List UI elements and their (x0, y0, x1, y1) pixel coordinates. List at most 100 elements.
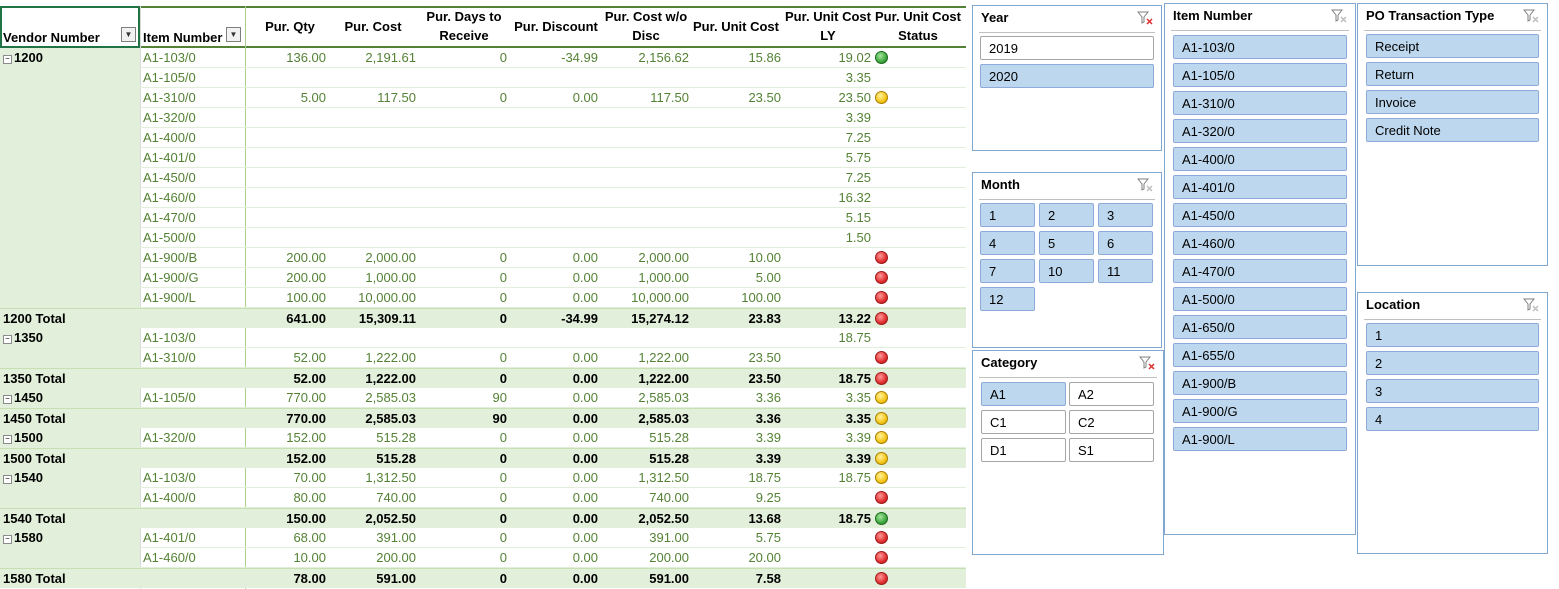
po-type-slicer-item[interactable]: Return (1366, 62, 1539, 86)
item-number-slicer-item[interactable]: A1-460/0 (1173, 231, 1347, 255)
vendor-number-cell[interactable]: −1540 (3, 468, 43, 488)
vendor-total-label[interactable]: 1540 Total (3, 509, 66, 529)
clear-filter-icon[interactable] (1136, 178, 1153, 192)
category-slicer-item[interactable]: D1 (981, 438, 1066, 462)
item-number-slicer-item[interactable]: A1-105/0 (1173, 63, 1347, 87)
item-number-slicer-item[interactable]: A1-310/0 (1173, 91, 1347, 115)
item-number-slicer-item[interactable]: A1-450/0 (1173, 203, 1347, 227)
year-slicer-item[interactable]: 2019 (980, 36, 1154, 60)
header-pur-qty[interactable]: Pur. Qty (250, 7, 330, 45)
item-number-slicer-item[interactable]: A1-900/B (1173, 371, 1347, 395)
item-number-cell[interactable]: A1-500/0 (143, 230, 196, 245)
filter-dropdown-icon[interactable]: ▼ (121, 27, 136, 42)
location-slicer-item[interactable]: 3 (1366, 379, 1539, 403)
item-number-cell[interactable]: A1-401/0 (143, 150, 196, 165)
month-slicer-item[interactable]: 4 (980, 231, 1035, 255)
header-item-number[interactable]: Item Number ▼ (140, 7, 245, 45)
item-number-slicer-item[interactable]: A1-470/0 (1173, 259, 1347, 283)
clear-filter-icon[interactable] (1330, 9, 1347, 23)
category-slicer-item[interactable]: C2 (1069, 410, 1154, 434)
item-number-cell[interactable]: A1-105/0 (143, 70, 196, 85)
item-number-cell[interactable]: A1-105/0 (143, 390, 196, 405)
item-number-slicer[interactable]: Item Number A1-103/0 A1-105/0 A1-310/0 A1-32… (1164, 3, 1356, 535)
month-slicer-item[interactable]: 3 (1098, 203, 1153, 227)
header-pur-unit-cost[interactable]: Pur. Unit Cost (690, 7, 782, 45)
month-slicer-item[interactable]: 11 (1098, 259, 1153, 283)
clear-filter-icon[interactable] (1138, 356, 1155, 370)
item-number-cell[interactable]: A1-103/0 (143, 330, 196, 345)
item-number-cell[interactable]: A1-460/0 (143, 550, 196, 565)
collapse-icon[interactable]: − (3, 435, 12, 444)
month-slicer-item[interactable]: 12 (980, 287, 1035, 311)
category-slicer-item[interactable]: A2 (1069, 382, 1154, 406)
location-slicer[interactable]: Location 1 2 3 4 (1357, 292, 1548, 554)
collapse-icon[interactable]: − (3, 535, 12, 544)
item-number-cell[interactable]: A1-900/L (143, 290, 196, 305)
category-slicer-item[interactable]: A1 (981, 382, 1066, 406)
item-number-slicer-item[interactable]: A1-655/0 (1173, 343, 1347, 367)
item-number-slicer-item[interactable]: A1-900/G (1173, 399, 1347, 423)
item-number-slicer-item[interactable]: A1-401/0 (1173, 175, 1347, 199)
collapse-icon[interactable]: − (3, 395, 12, 404)
month-slicer-item[interactable]: 2 (1039, 203, 1094, 227)
header-pur-discount[interactable]: Pur. Discount (510, 7, 602, 45)
month-slicer[interactable]: Month 1 2 3 4 5 6 7 10 11 12 (972, 172, 1162, 348)
vendor-total-label[interactable]: 1580 Total (3, 569, 66, 589)
item-number-cell[interactable]: A1-401/0 (143, 530, 196, 545)
month-slicer-item[interactable]: 5 (1039, 231, 1094, 255)
item-number-slicer-item[interactable]: A1-650/0 (1173, 315, 1347, 339)
item-number-cell[interactable]: A1-320/0 (143, 110, 196, 125)
item-number-slicer-item[interactable]: A1-400/0 (1173, 147, 1347, 171)
location-slicer-item[interactable]: 2 (1366, 351, 1539, 375)
item-number-cell[interactable]: A1-460/0 (143, 190, 196, 205)
po-type-slicer-item[interactable]: Credit Note (1366, 118, 1539, 142)
item-number-cell[interactable]: A1-900/G (143, 270, 199, 285)
item-number-cell[interactable]: A1-310/0 (143, 90, 196, 105)
item-number-cell[interactable]: A1-103/0 (143, 50, 196, 65)
location-slicer-item[interactable]: 4 (1366, 407, 1539, 431)
clear-filter-icon[interactable] (1136, 11, 1153, 25)
collapse-icon[interactable]: − (3, 55, 12, 64)
filter-dropdown-icon[interactable]: ▼ (226, 27, 241, 42)
vendor-total-label[interactable]: 1350 Total (3, 369, 66, 389)
clear-filter-icon[interactable] (1522, 9, 1539, 23)
month-slicer-item[interactable]: 6 (1098, 231, 1153, 255)
item-number-cell[interactable]: A1-400/0 (143, 490, 196, 505)
vendor-total-label[interactable]: 1500 Total (3, 449, 66, 469)
item-number-slicer-item[interactable]: A1-900/L (1173, 427, 1347, 451)
vendor-number-cell[interactable]: −1450 (3, 388, 43, 408)
year-slicer[interactable]: Year 2019 2020 (972, 5, 1162, 151)
item-number-slicer-item[interactable]: A1-320/0 (1173, 119, 1347, 143)
category-slicer-item[interactable]: S1 (1069, 438, 1154, 462)
vendor-number-cell[interactable]: −1500 (3, 428, 43, 448)
item-number-slicer-item[interactable]: A1-103/0 (1173, 35, 1347, 59)
item-number-cell[interactable]: A1-103/0 (143, 470, 196, 485)
header-pur-unit-cost-ly[interactable]: Pur. Unit Cost LY (782, 7, 874, 45)
header-pur-days[interactable]: Pur. Days to Receive (418, 7, 510, 45)
vendor-number-cell[interactable]: −1350 (3, 328, 43, 348)
item-number-cell[interactable]: A1-470/0 (143, 210, 196, 225)
vendor-number-cell[interactable]: −1580 (3, 528, 43, 548)
active-cell-selection[interactable] (0, 6, 140, 48)
po-transaction-type-slicer[interactable]: PO Transaction Type Receipt Return Invoice C… (1357, 3, 1548, 266)
item-number-slicer-item[interactable]: A1-500/0 (1173, 287, 1347, 311)
month-slicer-item[interactable]: 7 (980, 259, 1035, 283)
item-number-cell[interactable]: A1-900/B (143, 250, 198, 265)
header-pur-cost-wo-disc[interactable]: Pur. Cost w/o Disc (602, 7, 690, 45)
location-slicer-item[interactable]: 1 (1366, 323, 1539, 347)
item-number-cell[interactable]: A1-400/0 (143, 130, 196, 145)
po-type-slicer-item[interactable]: Receipt (1366, 34, 1539, 58)
header-vendor-number[interactable]: Vendor Number ▼ (0, 7, 140, 45)
vendor-number-cell[interactable]: −1200 (3, 48, 43, 68)
category-slicer[interactable]: Category A1 A2 C1 C2 D1 S1 (972, 350, 1164, 555)
month-slicer-item[interactable]: 1 (980, 203, 1035, 227)
vendor-total-label[interactable]: 1200 Total (3, 309, 66, 329)
item-number-cell[interactable]: A1-320/0 (143, 430, 196, 445)
month-slicer-item[interactable]: 10 (1039, 259, 1094, 283)
item-number-cell[interactable]: A1-310/0 (143, 350, 196, 365)
header-pur-unit-cost-status[interactable]: Pur. Unit Cost Status (872, 7, 964, 45)
header-pur-cost[interactable]: Pur. Cost (332, 7, 414, 45)
item-number-cell[interactable]: A1-450/0 (143, 170, 196, 185)
year-slicer-item[interactable]: 2020 (980, 64, 1154, 88)
collapse-icon[interactable]: − (3, 475, 12, 484)
